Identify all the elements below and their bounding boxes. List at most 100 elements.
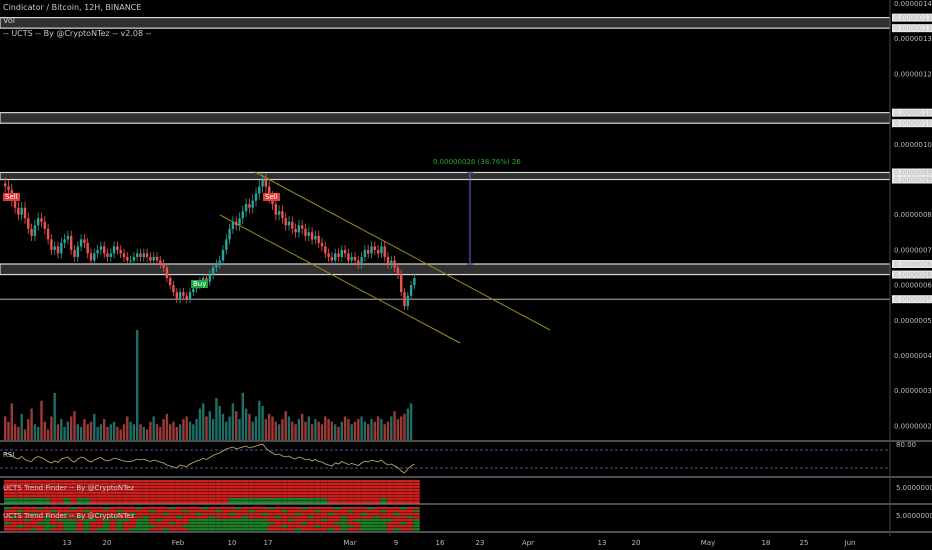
trend-cell xyxy=(235,516,242,519)
candle xyxy=(83,239,86,243)
volume-bar xyxy=(40,400,43,440)
price-tag-bg xyxy=(892,175,932,184)
trend-cell xyxy=(413,516,420,519)
time-tick-label: 17 xyxy=(264,539,273,547)
trend-cell xyxy=(56,507,64,510)
volume-bar xyxy=(386,421,390,440)
trend-cell xyxy=(96,507,103,510)
candle xyxy=(235,221,238,226)
trend-cell xyxy=(413,498,420,501)
trend-cell xyxy=(30,486,37,489)
trend-cell xyxy=(261,486,268,489)
trend-cell xyxy=(149,501,156,504)
trend-cell xyxy=(83,480,90,483)
trend-cell xyxy=(37,519,44,522)
time-tick-label: 9 xyxy=(394,539,398,547)
trend-cell xyxy=(367,525,374,528)
candle xyxy=(30,228,33,236)
trend-cell xyxy=(175,498,183,501)
trend-cell xyxy=(17,486,24,489)
trend-cell xyxy=(4,486,11,489)
trend-cell xyxy=(162,495,169,498)
channel-lower-line xyxy=(219,214,461,344)
candle xyxy=(4,183,7,187)
trend-cell xyxy=(400,528,407,531)
volume-bar xyxy=(103,419,106,440)
trend-cell xyxy=(254,495,262,498)
trend-cell xyxy=(235,507,242,510)
trend-cell xyxy=(23,513,31,516)
trend-cell xyxy=(386,519,394,522)
trend-cell xyxy=(367,498,374,501)
trend-cell xyxy=(314,522,321,525)
trend-cell xyxy=(400,480,407,483)
trend-cell xyxy=(241,501,249,504)
trend-cell xyxy=(122,501,130,504)
time-tick-label: Feb xyxy=(172,539,185,547)
trend-cell xyxy=(96,519,103,522)
time-tick-label: 13 xyxy=(598,539,607,547)
trend-cell xyxy=(254,486,262,489)
trend-cell xyxy=(169,510,176,513)
volume-bar xyxy=(343,416,347,440)
candle xyxy=(93,253,96,261)
candle xyxy=(261,179,264,187)
trend-cell xyxy=(149,516,156,519)
trend-cell xyxy=(136,495,143,498)
trend-cell xyxy=(235,528,242,531)
trend-cell xyxy=(281,492,288,495)
trend-cell xyxy=(367,501,374,504)
trend-cell xyxy=(393,489,400,492)
volume-bar xyxy=(317,421,320,440)
trend-cell xyxy=(261,495,268,498)
trend-cell xyxy=(43,510,51,513)
trend-cell xyxy=(149,498,156,501)
trend-cell xyxy=(215,495,222,498)
trend-cell xyxy=(208,528,216,531)
trend-cell xyxy=(340,510,348,513)
trend-cell xyxy=(37,483,44,486)
trend-cell xyxy=(83,492,90,495)
trend-cell xyxy=(10,492,18,495)
candle xyxy=(413,278,416,286)
trend-cell xyxy=(353,516,361,519)
trend-cell xyxy=(367,519,374,522)
trend-cell xyxy=(400,516,407,519)
trend-cell xyxy=(4,480,11,483)
trend-cell xyxy=(116,528,123,531)
trend-cell xyxy=(327,528,334,531)
candle xyxy=(182,292,185,296)
candle xyxy=(284,218,287,226)
trend-cell xyxy=(221,492,229,495)
trend-cell xyxy=(70,501,77,504)
trend-cell xyxy=(360,480,367,483)
trend-cell xyxy=(70,486,77,489)
trend-cell xyxy=(43,486,51,489)
trend-cell xyxy=(268,501,275,504)
candle xyxy=(136,253,139,257)
trend-cell xyxy=(301,480,308,483)
candle xyxy=(178,292,182,300)
volume-bar xyxy=(350,424,353,440)
candle xyxy=(304,228,307,236)
trend-cell xyxy=(23,486,31,489)
trend-cell xyxy=(274,480,282,483)
trend-cell xyxy=(89,513,97,516)
trend-cell xyxy=(103,519,110,522)
volume-bar xyxy=(330,421,334,440)
trend-cell xyxy=(314,510,321,513)
trend-cell xyxy=(56,513,64,516)
trend-cell xyxy=(103,492,110,495)
time-axis[interactable]: 13 20 Feb 10 17 Mar 9 16 23 Apr 13 20 May 18 25 Jun xyxy=(63,539,856,547)
trend-cell xyxy=(393,525,400,528)
trend-cell xyxy=(248,513,255,516)
volume-bar xyxy=(126,416,129,440)
trend-cell xyxy=(149,513,156,516)
trend-cell xyxy=(400,501,407,504)
trend-cell xyxy=(188,489,196,492)
trend-cell xyxy=(70,483,77,486)
trend-cell xyxy=(367,483,374,486)
